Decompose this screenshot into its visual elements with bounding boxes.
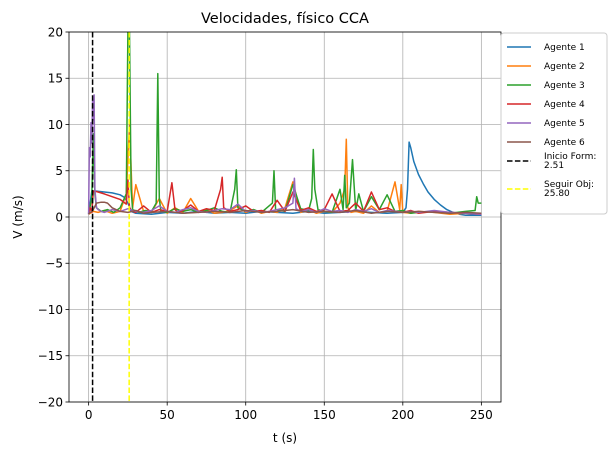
legend-label-agente-5: Agente 5 [544, 119, 585, 129]
y-tick-label: 10 [48, 118, 63, 132]
legend-label-agente-1: Agente 1 [544, 43, 585, 53]
x-axis-title: t (s) [273, 431, 297, 445]
y-axis-title: V (m/s) [11, 195, 25, 238]
legend-label-vline-1: Inicio Form: 2.51 [544, 152, 596, 171]
y-tick-label: 0 [55, 210, 63, 224]
legend-label-vline-2: Seguir Obj: 25.80 [544, 180, 594, 199]
legend-frame [500, 32, 608, 215]
chart-title: Velocidades, físico CCA [201, 11, 369, 27]
series-line-agente-3 [87, 32, 482, 215]
series-line-agente-2 [88, 123, 482, 215]
vertical-markers [91, 32, 130, 402]
legend-label-agente-3: Agente 3 [544, 81, 585, 91]
series-line-agente-1 [87, 141, 482, 216]
x-tick-label: 100 [234, 408, 257, 422]
y-tick-label: 20 [48, 25, 63, 39]
y-axis-ticks: −20 −15 −10 −5 0 5 10 15 20 [38, 25, 69, 409]
y-tick-label: 5 [55, 164, 63, 178]
y-tick-label: −10 [38, 303, 63, 317]
x-tick-label: 50 [160, 408, 175, 422]
series-line-agente-5 [87, 94, 482, 215]
x-tick-label: 250 [470, 408, 493, 422]
y-tick-label: −15 [38, 349, 63, 363]
grid [69, 31, 501, 403]
x-axis-ticks: 0 50 100 150 200 250 [85, 402, 493, 422]
legend-label-agente-2: Agente 2 [544, 62, 585, 72]
legend: Agente 1 Agente 2 Agente 3 Agente 4 Agente 5… [500, 32, 608, 215]
x-tick-label: 200 [391, 408, 414, 422]
y-tick-label: 15 [48, 72, 63, 86]
y-tick-label: −5 [45, 257, 63, 271]
x-tick-label: 150 [313, 408, 336, 422]
legend-label-agente-4: Agente 4 [544, 100, 585, 110]
series-lines [87, 32, 482, 216]
x-tick-label: 0 [85, 408, 93, 422]
y-tick-label: −20 [38, 395, 63, 409]
legend-label-agente-6: Agente 6 [544, 138, 585, 148]
series-line-agente-6 [88, 201, 482, 215]
